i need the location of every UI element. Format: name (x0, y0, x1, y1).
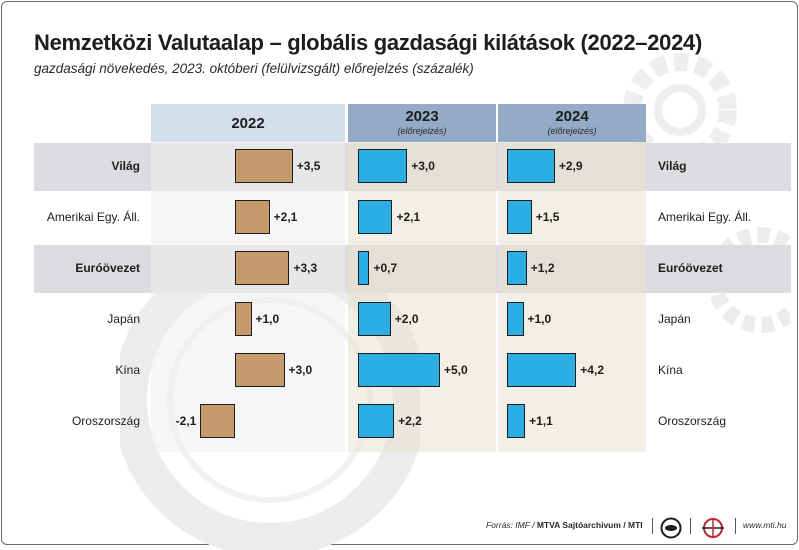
row-label-left-oroszorszag: Oroszország (71, 414, 140, 428)
value-label-2022-oroszorszag: -2,1 (175, 414, 197, 428)
mti-logo-icon (702, 518, 724, 538)
header-2023-year: 2023 (405, 108, 439, 125)
source-prefix: Forrás: IMF / (486, 520, 537, 530)
mtva-logo-icon (660, 517, 682, 539)
bar-2023-euroovezet (358, 251, 370, 285)
source-agency: MTVA Sajtóarchívum / MTI (536, 520, 643, 530)
row-label-left-euroovezet: Euróövezet (75, 261, 140, 275)
bar-2024-oroszorszag (507, 404, 526, 438)
value-label-2024-japan: +1,0 (527, 312, 552, 326)
row-label-right-kina: Kína (658, 363, 683, 377)
value-label-2022-kina: +3,0 (288, 363, 313, 377)
footer-divider (735, 518, 736, 534)
chart-title: Nemzetközi Valutaalap – globális gazdasá… (34, 30, 702, 55)
value-label-2024-euroovezet: +1,2 (530, 261, 555, 275)
row-label-right-amerikai-egy-all: Amerikai Egy. Áll. (658, 210, 752, 224)
header-2022-year: 2022 (231, 115, 265, 132)
value-label-2022-vilag: +3,5 (296, 159, 321, 173)
bar-2022-kina (235, 353, 285, 387)
value-label-2023-vilag: +3,0 (411, 159, 435, 173)
value-label-2022-amerikai-egy-all: +2,1 (273, 210, 298, 224)
bar-2022-oroszorszag (200, 404, 235, 438)
value-label-2023-amerikai-egy-all: +2,1 (396, 210, 421, 224)
bar-2022-euroovezet (235, 251, 290, 285)
value-label-2023-japan: +2,0 (394, 312, 419, 326)
chart-subtitle: gazdasági növekedés, 2023. októberi (fel… (34, 61, 474, 76)
value-label-2022-euroovezet: +3,3 (293, 261, 318, 275)
bar-2022-japan (235, 302, 252, 336)
value-label-2023-kina: +5,0 (444, 363, 468, 377)
row-label-left-amerikai-egy-all: Amerikai Egy. Áll. (46, 210, 140, 224)
value-label-2024-oroszorszag: +1,1 (529, 414, 553, 428)
footer-divider (690, 518, 691, 534)
bar-2022-vilag (235, 149, 293, 183)
value-label-2024-vilag: +2,9 (558, 159, 583, 173)
value-label-2024-kina: +4,2 (580, 363, 604, 377)
value-label-2023-oroszorszag: +2,2 (398, 414, 422, 428)
row-label-left-vilag: Világ (111, 159, 140, 173)
header-2024: 2024 (előrejelzés) (498, 104, 646, 142)
bar-2024-amerikai-egy-all (507, 200, 532, 234)
header-2024-note: (előrejelzés) (547, 126, 597, 136)
bar-2023-amerikai-egy-all (358, 200, 393, 234)
bar-2023-japan (358, 302, 391, 336)
row-label-right-euroovezet: Euróövezet (658, 261, 723, 275)
bar-2023-oroszorszag (358, 404, 395, 438)
row-label-right-vilag: Világ (658, 159, 687, 173)
header-2023: 2023 (előrejelzés) (348, 104, 496, 142)
row-label-right-japan: Japán (658, 312, 691, 326)
value-label-2024-amerikai-egy-all: +1,5 (535, 210, 560, 224)
header-2024-year: 2024 (555, 108, 589, 125)
bar-2023-kina (358, 353, 440, 387)
value-label-2022-japan: +1,0 (255, 312, 280, 326)
source-note: Forrás: IMF / MTVA Sajtóarchívum / MTI (486, 520, 643, 530)
bar-2022-amerikai-egy-all (235, 200, 270, 234)
bar-2024-vilag (507, 149, 555, 183)
website-url: www.mti.hu (743, 520, 787, 530)
header-2023-note: (előrejelzés) (397, 126, 447, 136)
bar-2024-japan (507, 302, 524, 336)
footer-divider (652, 518, 653, 534)
value-label-2023-euroovezet: +0,7 (373, 261, 398, 275)
bar-2024-kina (507, 353, 577, 387)
bar-2023-vilag (358, 149, 408, 183)
row-label-left-kina: Kína (115, 363, 140, 377)
row-label-right-oroszorszag: Oroszország (658, 414, 727, 428)
bar-2024-euroovezet (507, 251, 527, 285)
header-2022: 2022 (151, 104, 345, 142)
row-label-left-japan: Japán (107, 312, 140, 326)
